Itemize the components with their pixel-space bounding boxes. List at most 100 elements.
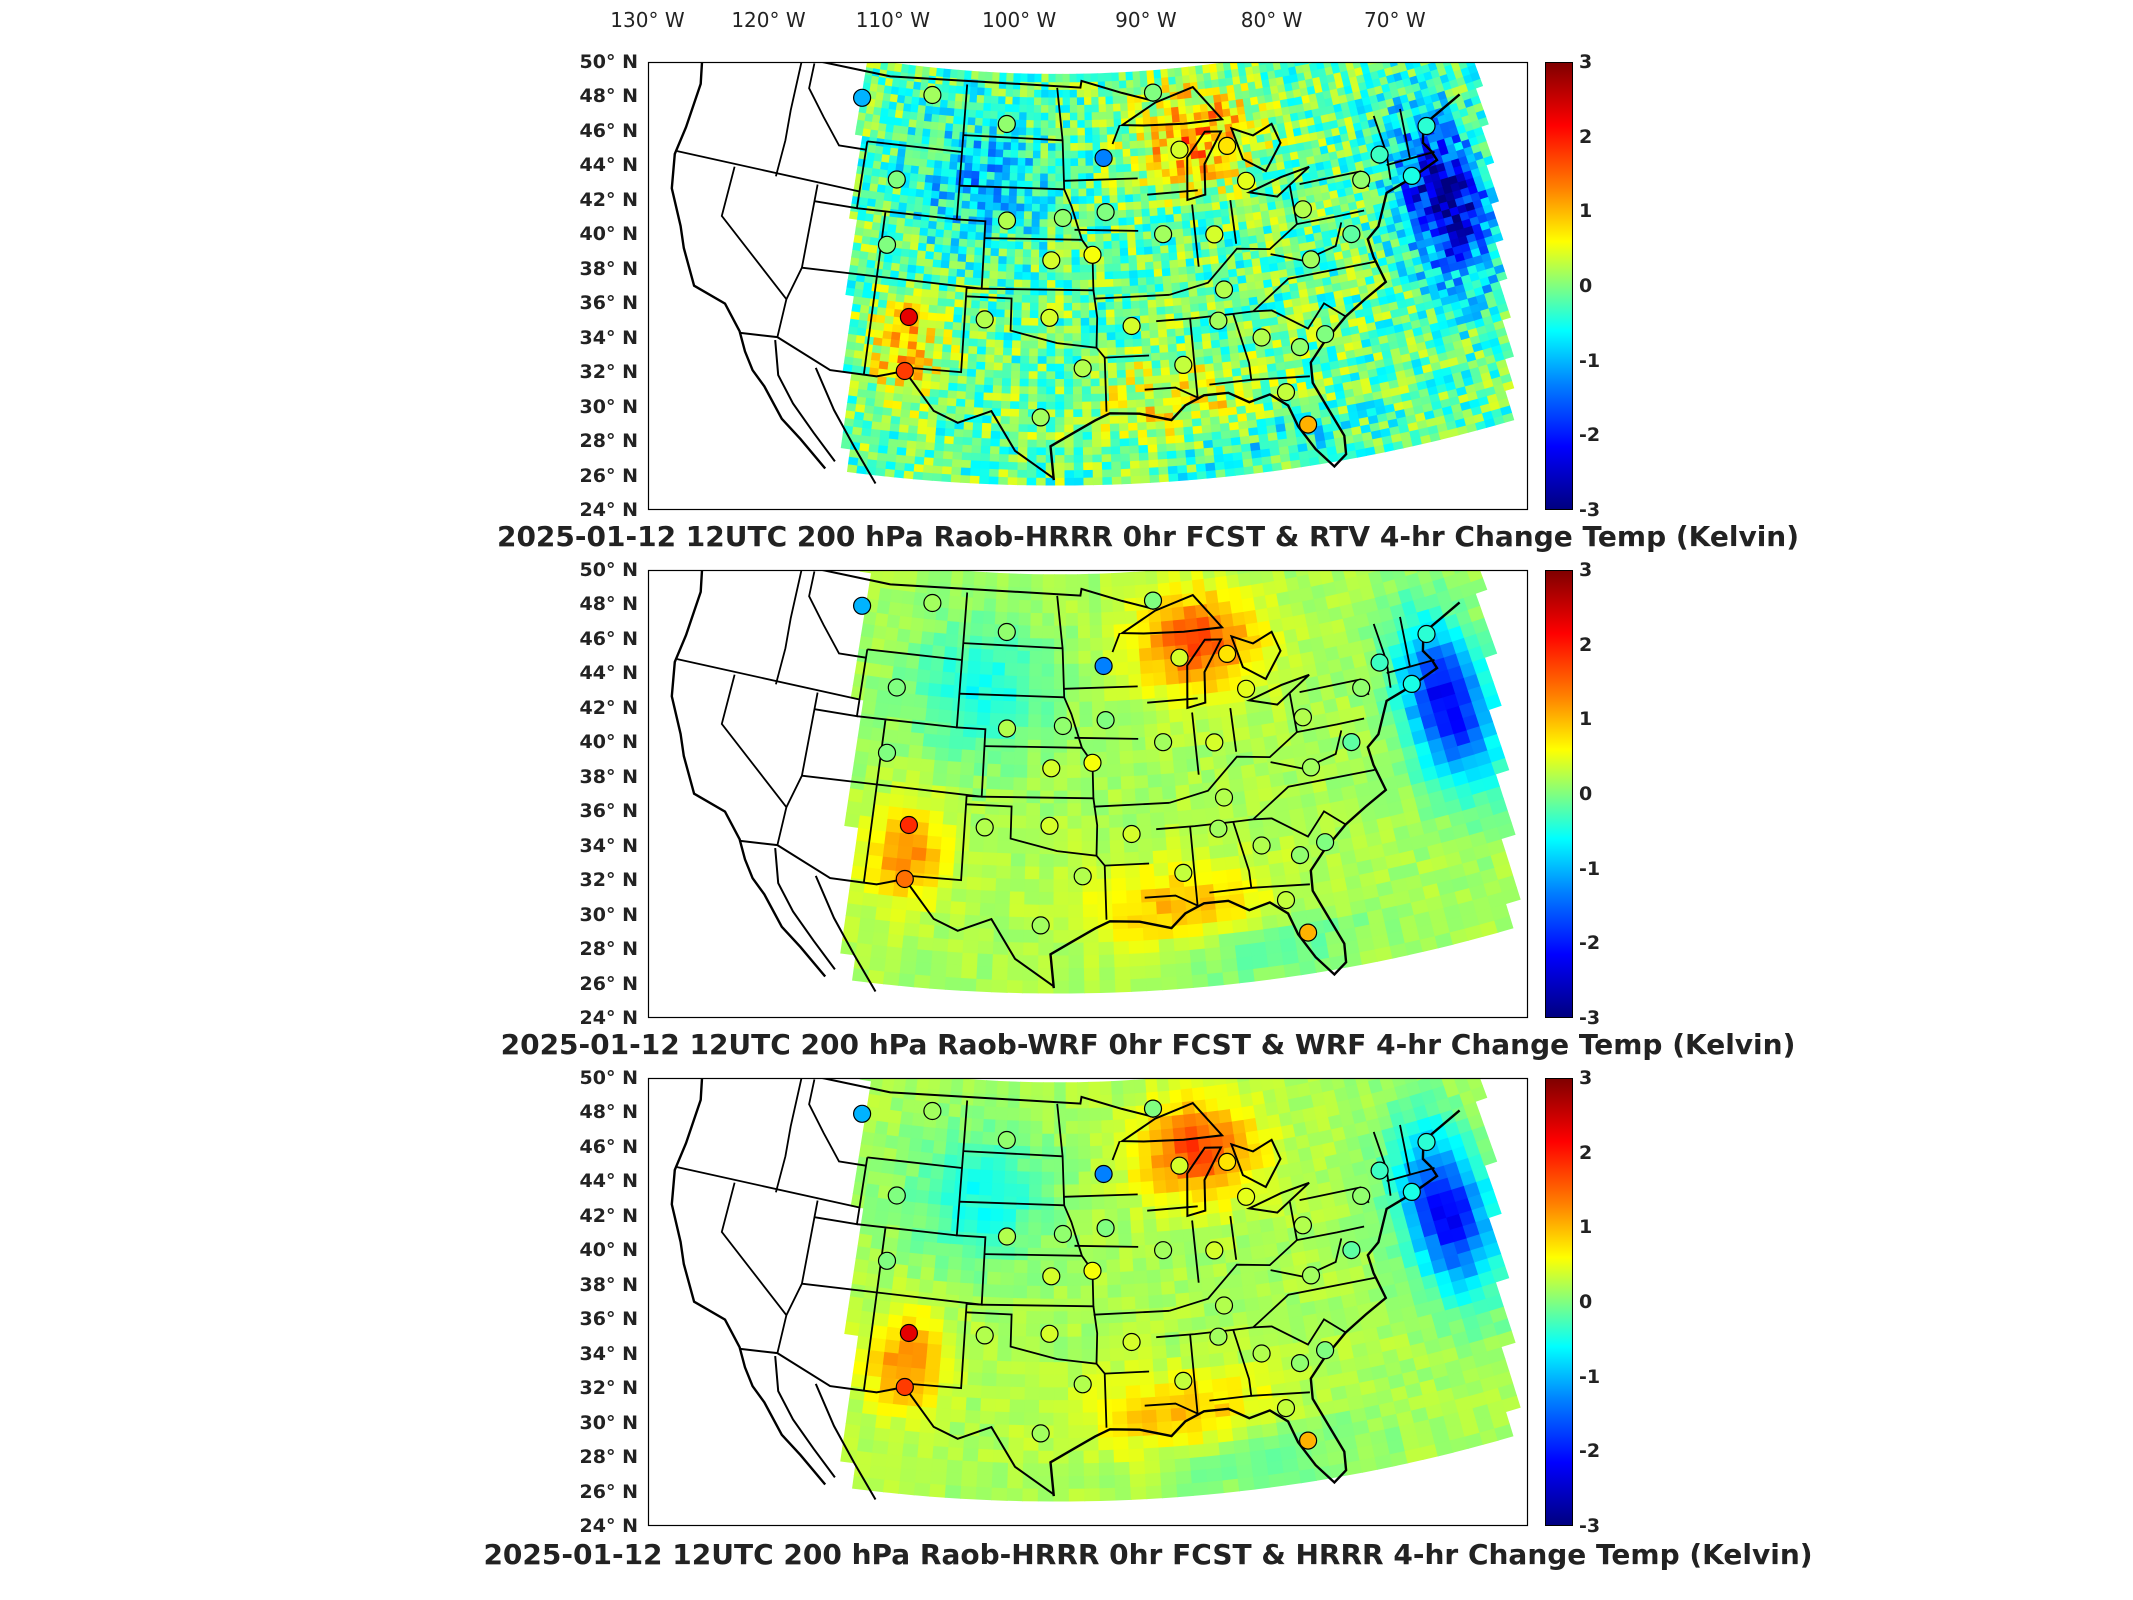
state-boundary bbox=[1386, 1167, 1435, 1182]
border-canada bbox=[817, 1078, 1154, 1118]
raob-station-marker bbox=[997, 114, 1016, 134]
state-boundary bbox=[867, 140, 963, 153]
state-boundary bbox=[677, 150, 860, 193]
raob-station-marker bbox=[1315, 325, 1335, 344]
coastline-baja bbox=[774, 340, 836, 462]
state-boundary bbox=[1056, 1103, 1083, 1257]
colorbar-tick-label: -3 bbox=[1579, 1007, 1601, 1029]
raob-station-marker bbox=[1342, 1241, 1361, 1260]
state-boundary bbox=[1386, 151, 1435, 166]
raob-station-marker bbox=[1083, 245, 1102, 264]
raob-station-marker bbox=[1352, 678, 1371, 698]
map-canvas bbox=[647, 61, 1529, 511]
state-boundary bbox=[720, 166, 788, 300]
map-frame bbox=[647, 61, 1529, 511]
state-boundary bbox=[1229, 199, 1238, 244]
raob-station-marker bbox=[997, 211, 1017, 230]
latitude-label: 44° N bbox=[579, 662, 638, 685]
state-boundary bbox=[1144, 1402, 1198, 1415]
latitude-label: 36° N bbox=[579, 800, 638, 823]
raob-station-marker bbox=[899, 307, 918, 327]
raob-station-marker bbox=[1073, 867, 1092, 886]
panel-title: 2025-01-12 12UTC 200 hPa Raob-WRF 0hr FC… bbox=[500, 1028, 1796, 1061]
state-boundary bbox=[808, 1079, 867, 1167]
raob-station-marker bbox=[1352, 170, 1371, 190]
state-boundary bbox=[1270, 1269, 1304, 1278]
raob-station-marker bbox=[1293, 1216, 1313, 1235]
longitude-axis: 130° W 120° W 110° W 100° W 90° W 80° W 70° W bbox=[0, 0, 2133, 40]
raob-station-marker bbox=[1170, 140, 1189, 159]
border-mexico bbox=[739, 331, 1055, 480]
state-boundary bbox=[1252, 261, 1375, 313]
great-lake-outline bbox=[1229, 630, 1282, 681]
raob-station-marker bbox=[895, 1377, 914, 1397]
state-boundary bbox=[1209, 821, 1253, 894]
state-boundary bbox=[867, 1156, 963, 1169]
raob-station-marker bbox=[1298, 1431, 1318, 1450]
raob-station-marker bbox=[1214, 788, 1234, 807]
raob-station-marker bbox=[1053, 716, 1072, 736]
raob-station-marker bbox=[1096, 1219, 1115, 1238]
coastline-baja bbox=[774, 848, 836, 970]
latitude-label: 32° N bbox=[579, 869, 638, 892]
colorbar-tick-label: 1 bbox=[1579, 1216, 1593, 1239]
map-canvas bbox=[647, 569, 1529, 1019]
latitude-label: 46° N bbox=[579, 1135, 638, 1158]
raob-station-marker bbox=[1122, 824, 1141, 844]
colorbar-tick-label: -1 bbox=[1579, 349, 1601, 372]
state-boundary bbox=[867, 648, 963, 661]
raob-station-marker bbox=[1209, 311, 1228, 330]
raob-station-marker bbox=[997, 622, 1016, 642]
colorbar bbox=[1545, 570, 1573, 1018]
longitude-label: 80° W bbox=[1240, 8, 1303, 32]
latitude-label: 42° N bbox=[579, 188, 638, 211]
state-boundary bbox=[856, 207, 957, 221]
state-boundary bbox=[1253, 1318, 1347, 1346]
raob-station-marker bbox=[1094, 148, 1113, 168]
colorbar-tick-label: -2 bbox=[1579, 1440, 1601, 1463]
raob-station-marker bbox=[1205, 1241, 1224, 1260]
raob-station-marker bbox=[1042, 759, 1061, 778]
raob-station-marker bbox=[1094, 1164, 1113, 1184]
map-outlines bbox=[670, 1078, 1461, 1501]
state-boundary bbox=[1147, 1205, 1198, 1212]
raob-station-marker bbox=[923, 1101, 942, 1121]
latitude-label: 40° N bbox=[579, 223, 638, 246]
latitude-label: 44° N bbox=[579, 1170, 638, 1193]
colorbar-tick-label: -2 bbox=[1579, 424, 1601, 447]
state-boundary bbox=[1056, 595, 1083, 749]
raob-station-marker bbox=[1217, 1152, 1237, 1172]
raob-station-marker bbox=[1417, 624, 1436, 644]
latitude-label: 38° N bbox=[579, 257, 638, 280]
state-boundary bbox=[1189, 318, 1199, 398]
raob-station-marker bbox=[923, 593, 942, 613]
state-boundary bbox=[801, 774, 982, 798]
latitude-label: 32° N bbox=[579, 1377, 638, 1400]
great-lake-outline bbox=[1119, 593, 1225, 635]
state-boundary bbox=[1270, 761, 1304, 770]
state-boundary bbox=[1104, 862, 1150, 867]
state-boundary bbox=[963, 134, 1063, 142]
state-boundary bbox=[1111, 124, 1121, 145]
raob-station-marker bbox=[1301, 250, 1321, 269]
state-boundary bbox=[963, 642, 1063, 650]
state-boundary bbox=[1144, 386, 1198, 399]
raob-station-marker bbox=[1153, 225, 1173, 244]
great-lake-outline bbox=[1229, 1138, 1282, 1189]
raob-station-marker bbox=[895, 869, 914, 889]
state-boundary bbox=[720, 1182, 788, 1316]
state-boundary bbox=[720, 674, 788, 808]
state-boundary bbox=[775, 570, 803, 685]
raob-station-marker bbox=[923, 85, 942, 105]
state-boundary bbox=[966, 295, 1108, 412]
border-mexico bbox=[739, 1347, 1055, 1496]
latitude-label: 30° N bbox=[579, 1411, 638, 1434]
state-boundary bbox=[1189, 1334, 1199, 1414]
state-boundary bbox=[1064, 177, 1138, 182]
raob-station-marker bbox=[1214, 1296, 1234, 1315]
state-boundary bbox=[1169, 1239, 1298, 1312]
raob-station-marker bbox=[1040, 1324, 1059, 1343]
coastline-mexico bbox=[814, 1383, 877, 1501]
state-boundary bbox=[1189, 826, 1199, 906]
